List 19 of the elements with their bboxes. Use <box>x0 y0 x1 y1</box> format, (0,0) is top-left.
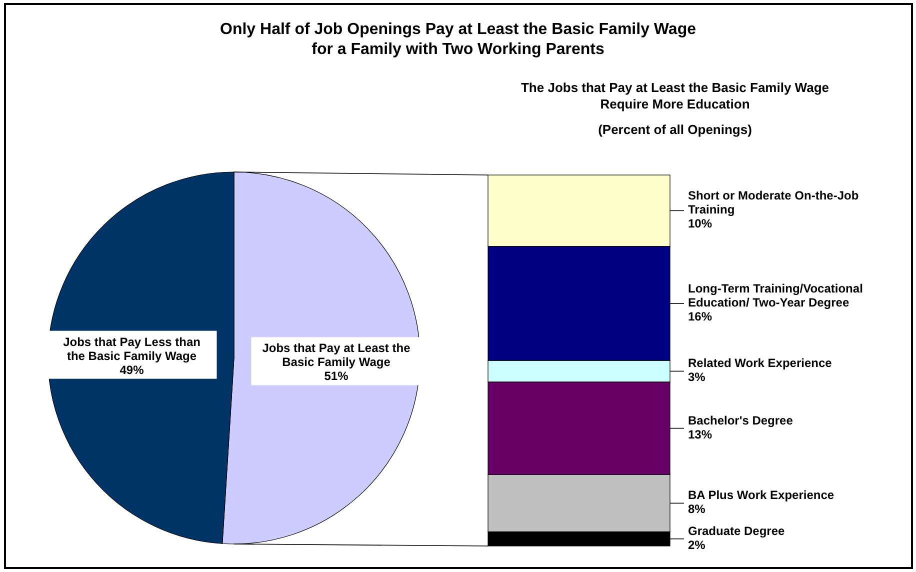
data-label: 49% <box>120 362 144 377</box>
series-label: BA Plus Work Experience <box>688 488 834 502</box>
data-label: 2% <box>688 538 706 552</box>
data-label: 51% <box>324 369 349 384</box>
series-label: Bachelor's Degree <box>688 413 794 428</box>
chart-title: The Jobs that Pay at Least the Basic Family Wage Require More Education <box>520 80 830 112</box>
text: Only Half of Job Openings Pay at Least the Basic Family Wage for a Family with Two Working Parents <box>220 21 696 58</box>
slice-label: Jobs that Pay at Least the Basic Family Wage <box>262 341 411 370</box>
series-label: Short or Moderate On-the-Job Training <box>688 188 859 217</box>
data-label: 13% <box>688 427 712 442</box>
data-label: 10% <box>688 216 712 231</box>
data-label: 3% <box>688 370 706 384</box>
data-label: 8% <box>688 502 706 516</box>
series-label: Long-Term Training/Vocational Education/ Two-Year Degree <box>688 281 863 310</box>
chart-subtitle: (Percent of all Openings) <box>598 122 752 137</box>
slice-label: Jobs that Pay Less than the Basic Family Wage <box>63 334 200 363</box>
data-label: 16% <box>688 309 712 324</box>
series-label: Graduate Degree <box>688 524 786 538</box>
series-label: Related Work Experience <box>688 356 832 370</box>
